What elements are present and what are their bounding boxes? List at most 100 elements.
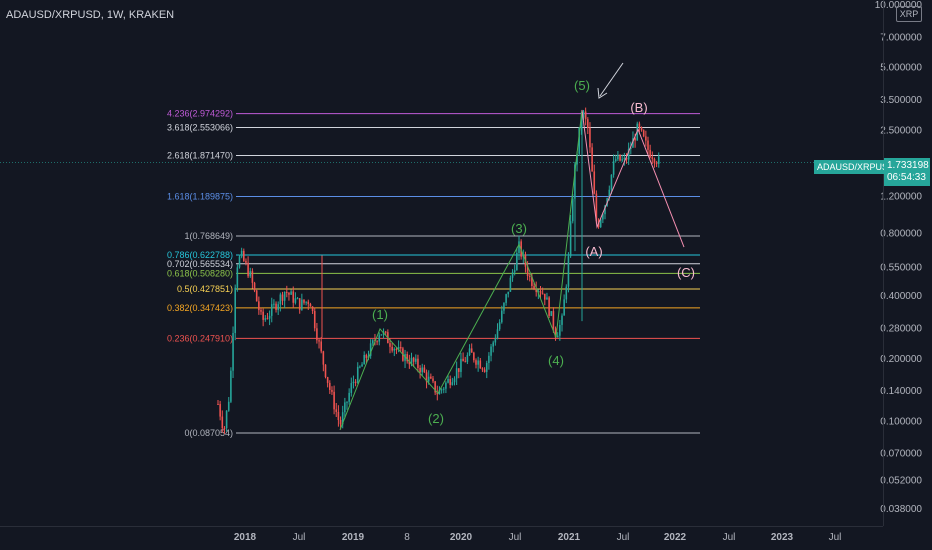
candle-144 [526, 261, 529, 281]
time-tick-3: 8 [404, 532, 410, 543]
candle-59 [344, 397, 346, 419]
candle-15 [249, 267, 252, 279]
candle-123 [481, 367, 484, 372]
candle-199 [645, 130, 647, 147]
candle-30 [281, 291, 284, 306]
price-tick-3: 3.500000 [880, 95, 922, 106]
candle-171 [584, 107, 587, 126]
candle-101 [434, 380, 436, 396]
symbol-price-tag: ADAUSD/XRPUSD [814, 160, 898, 174]
candle-16 [251, 268, 254, 289]
candle-20 [260, 307, 262, 315]
candle-162 [565, 284, 568, 304]
candle-3 [223, 426, 226, 434]
candle-68 [363, 351, 365, 365]
candle-178 [599, 218, 602, 229]
candle-11 [240, 247, 243, 259]
time-tick-1: Jul [293, 532, 306, 543]
candle-74 [376, 340, 378, 346]
candle-108 [449, 375, 451, 389]
fib-level-label-1: 3.618(2.553066) [167, 122, 233, 132]
candle-47 [318, 337, 320, 349]
price-tick-6: 0.800000 [880, 228, 922, 239]
candle-155 [550, 311, 553, 317]
quote-currency-badge[interactable]: XRP [896, 6, 922, 22]
impulse-wave-line [339, 109, 583, 431]
candle-10 [238, 254, 241, 269]
candle-197 [640, 126, 643, 132]
candle-40 [303, 299, 305, 305]
time-tick-0: 2018 [234, 532, 257, 543]
price-tick-11: 0.140000 [880, 386, 922, 397]
candle-69 [365, 353, 368, 363]
wave-label-1: (2) [428, 411, 444, 426]
candle-100 [432, 376, 434, 384]
candle-202 [651, 151, 654, 164]
candle-139 [516, 247, 518, 271]
candle-104 [440, 388, 443, 394]
candle-53 [331, 386, 333, 395]
last-price-value: 1.733198 [887, 160, 929, 171]
candle-31 [283, 291, 286, 309]
candle-18 [255, 289, 258, 302]
candle-29 [279, 292, 282, 312]
candle-78 [384, 330, 387, 336]
candle-44 [311, 306, 314, 314]
candle-133 [503, 302, 505, 314]
candle-158 [556, 332, 559, 338]
wave-label-7: (C) [677, 265, 695, 280]
candle-0 [217, 399, 219, 405]
candle-32 [286, 285, 288, 298]
candle-97 [425, 369, 428, 389]
candle-135 [507, 291, 510, 298]
price-tick-10: 0.200000 [880, 354, 922, 365]
time-tick-4: 2020 [450, 532, 473, 543]
candle-111 [455, 361, 458, 385]
candle-93 [417, 354, 419, 373]
candle-50 [324, 364, 327, 379]
candle-136 [509, 275, 512, 292]
candle-56 [337, 405, 340, 427]
candle-186 [617, 150, 619, 162]
candle-22 [264, 315, 267, 322]
candle-35 [292, 286, 295, 309]
price-tick-14: 0.052000 [880, 476, 922, 487]
candle-24 [268, 310, 271, 326]
candle-45 [313, 307, 316, 332]
candle-120 [475, 358, 477, 369]
chart-title: ADAUSD/XRPUSD, 1W, KRAKEN [6, 9, 175, 21]
last-price-label: 1.733198 06:54:33 [884, 158, 930, 186]
candle-124 [483, 367, 486, 373]
candle-131 [498, 319, 501, 331]
fib-level-label-5: 0.786(0.622788) [167, 250, 233, 260]
candle-66 [359, 365, 361, 369]
fib-level-label-10: 0.236(0.247910) [167, 333, 233, 343]
candle-117 [468, 344, 471, 357]
time-axis: 2018 Jul 2019 8 2020 Jul 2021 Jul 2022 Jul 2023 Jul [234, 532, 842, 543]
candle-41 [305, 301, 307, 306]
time-tick-7: Jul [617, 532, 630, 543]
candle-64 [354, 379, 357, 387]
time-tick-8: 2022 [664, 532, 687, 543]
candle-188 [621, 154, 623, 162]
candle-157 [554, 326, 557, 341]
candle-116 [466, 352, 469, 365]
candle-75 [378, 332, 381, 346]
candle-13 [245, 258, 247, 266]
time-tick-6: 2021 [558, 532, 581, 543]
wave-label-5: (A) [585, 244, 602, 259]
candlesticks [217, 107, 660, 434]
candle-205 [657, 152, 660, 168]
candle-130 [496, 323, 499, 340]
fib-level-label-6: 0.702(0.565534) [167, 259, 233, 269]
candle-85 [399, 341, 402, 352]
candle-189 [623, 152, 626, 166]
wave-label-2: (3) [511, 221, 527, 236]
candle-96 [423, 364, 426, 373]
candle-129 [494, 334, 497, 346]
candle-81 [391, 343, 393, 353]
candle-164 [569, 214, 572, 258]
candle-21 [262, 308, 264, 327]
fib-level-label-8: 0.5(0.427851) [177, 284, 233, 294]
